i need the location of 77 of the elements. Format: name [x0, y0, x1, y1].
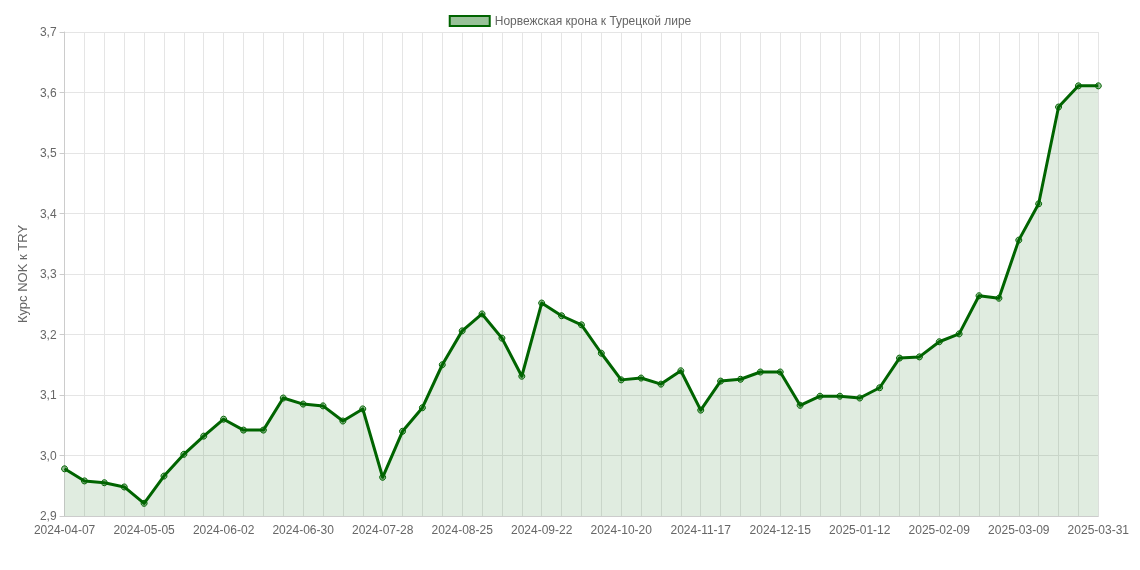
x-tick-label: 2025-03-09	[988, 523, 1050, 537]
point	[597, 349, 605, 357]
x-tick-label: 2024-06-30	[272, 523, 335, 537]
point	[339, 417, 347, 425]
x-tick-label: 2024-06-02	[192, 523, 255, 537]
point	[955, 330, 963, 338]
x-tick-label: 2025-02-09	[908, 523, 971, 537]
point	[240, 426, 247, 434]
point	[458, 327, 466, 335]
x-tick-label: 2024-10-20	[590, 523, 653, 537]
point	[995, 294, 1003, 302]
point	[1074, 82, 1082, 90]
point	[538, 299, 546, 307]
y-axis-title: Курс NOK к TRY	[15, 224, 30, 324]
point	[975, 292, 983, 300]
point	[1015, 236, 1023, 244]
x-tick-label: 2024-04-07	[33, 523, 96, 537]
point	[1094, 82, 1102, 90]
point	[896, 354, 904, 362]
point	[617, 376, 625, 384]
y-tick-label: 3,7	[39, 25, 57, 39]
point	[796, 401, 804, 409]
x-tick-label: 2024-12-15	[749, 523, 812, 537]
x-tick-label: 2024-05-05	[113, 523, 176, 537]
point	[856, 394, 864, 402]
point	[220, 415, 228, 423]
point	[558, 312, 566, 320]
x-tick-label: 2024-07-28	[351, 523, 414, 537]
point	[319, 402, 327, 410]
point	[100, 479, 108, 487]
point	[717, 377, 725, 385]
x-tick-label: 2025-03-31	[1067, 523, 1130, 537]
y-tick-label: 3,2	[39, 327, 57, 342]
x-tick-label: 2025-01-12	[829, 523, 891, 537]
point	[935, 338, 943, 346]
point	[816, 392, 824, 400]
point	[80, 477, 88, 485]
y-tick-label: 3,4	[39, 206, 57, 221]
point	[399, 427, 407, 435]
point	[637, 374, 645, 382]
x-tick-label: 2024-11-17	[670, 523, 732, 537]
point	[498, 334, 506, 342]
point	[915, 353, 923, 361]
legend-label: Норвежская крона к Турецкой лире	[494, 14, 692, 28]
point	[200, 432, 208, 440]
y-tick-label: 3,3	[39, 267, 57, 281]
point	[836, 392, 844, 400]
point	[438, 361, 446, 369]
y-tick-label: 2,9	[39, 509, 57, 523]
point	[259, 426, 267, 434]
y-tick-label: 3,1	[39, 388, 57, 402]
point	[418, 404, 426, 412]
point	[379, 473, 387, 481]
point	[120, 483, 128, 491]
y-tick-label: 3,5	[39, 146, 57, 160]
point	[876, 384, 884, 392]
point	[677, 367, 685, 375]
point	[140, 499, 148, 507]
point	[61, 465, 69, 473]
point	[478, 310, 486, 318]
x-tick-label: 2024-09-22	[510, 523, 573, 537]
point	[279, 394, 287, 402]
x-tick-label: 2024-08-25	[431, 523, 494, 537]
point	[1055, 103, 1063, 111]
point	[160, 472, 168, 480]
point	[697, 406, 705, 414]
point	[299, 400, 307, 408]
point	[657, 380, 665, 388]
y-tick-label: 3,0	[39, 448, 57, 463]
point	[359, 405, 367, 413]
point	[756, 368, 764, 376]
point	[776, 368, 784, 376]
point	[180, 450, 188, 458]
point	[577, 321, 585, 329]
y-tick-label: 3,6	[39, 85, 57, 100]
point	[1035, 200, 1043, 208]
point	[736, 375, 744, 383]
